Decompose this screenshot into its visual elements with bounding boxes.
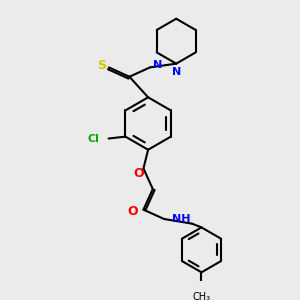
Text: O: O xyxy=(134,167,144,180)
Text: CH₃: CH₃ xyxy=(192,292,211,300)
Text: NH: NH xyxy=(172,214,190,224)
Text: Cl: Cl xyxy=(87,134,99,143)
Text: N: N xyxy=(172,68,181,77)
Text: N: N xyxy=(153,60,162,70)
Text: S: S xyxy=(97,59,106,72)
Text: O: O xyxy=(127,205,137,218)
